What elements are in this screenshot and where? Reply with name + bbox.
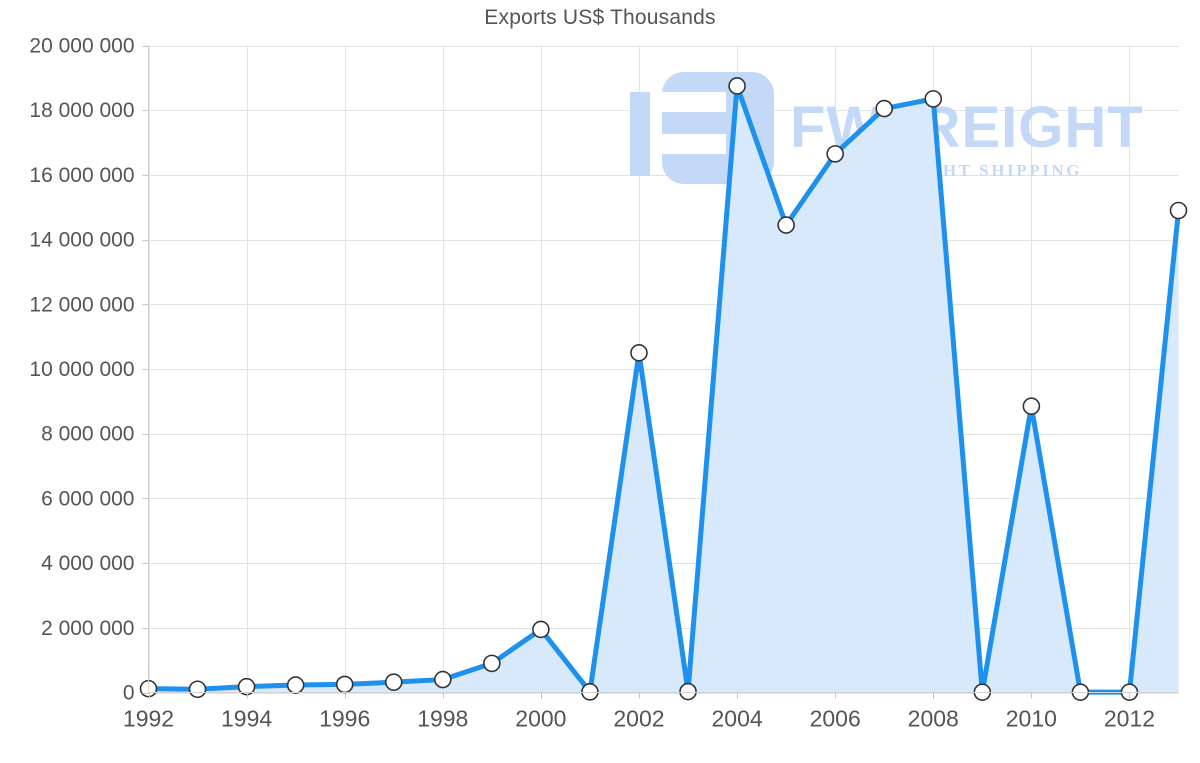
y-axis-tick-label: 14 000 000	[29, 229, 134, 252]
data-point-marker[interactable]	[826, 145, 844, 163]
y-axis-tick-label: 8 000 000	[41, 423, 134, 446]
data-point-marker[interactable]	[483, 654, 501, 673]
x-axis-tick-label: 1998	[417, 706, 468, 732]
series-line	[146, 83, 1181, 695]
data-point-marker[interactable]	[728, 77, 746, 95]
x-axis-tick-label: 2010	[1006, 706, 1057, 732]
data-point-marker[interactable]	[1022, 397, 1041, 416]
data-point-marker[interactable]	[335, 675, 354, 694]
data-point-marker[interactable]	[237, 677, 256, 696]
data-point-marker[interactable]	[286, 676, 305, 694]
data-point-marker[interactable]	[532, 620, 550, 639]
x-axis-tick-label: 2002	[613, 706, 664, 732]
data-point-marker[interactable]	[777, 216, 795, 234]
data-point-marker[interactable]	[188, 680, 207, 699]
data-point-marker[interactable]	[581, 683, 599, 701]
y-axis-tick-label: 4 000 000	[41, 552, 134, 575]
y-axis-tick-label: 20 000 000	[29, 35, 134, 58]
y-axis-tick-label: 18 000 000	[29, 99, 134, 122]
data-point-marker[interactable]	[433, 670, 452, 689]
y-axis-labels-group: 0 2 000 000 4 000 000 6 000 000 8 000 000 10 …	[29, 35, 134, 705]
axis-group	[142, 45, 1179, 699]
x-axis-tick-label: 2006	[810, 706, 861, 732]
data-point-marker[interactable]	[384, 673, 403, 691]
data-point-marker[interactable]	[679, 682, 697, 701]
y-axis-tick-label: 6 000 000	[41, 487, 134, 510]
data-point-marker[interactable]	[875, 99, 894, 118]
x-axis-tick-label: 2012	[1104, 706, 1155, 732]
series-area-fill	[148, 85, 1179, 693]
series-group	[139, 77, 1188, 701]
x-axis-tick-label: 1994	[221, 706, 272, 732]
y-axis-tick-label: 12 000 000	[29, 293, 134, 316]
x-axis-labels-group: 1992 1994 1996 1998 2000 2002 2004 2006 2008 2010…	[123, 706, 1155, 732]
y-axis-tick-label: 10 000 000	[29, 358, 134, 381]
data-point-marker[interactable]	[1169, 201, 1188, 220]
x-axis-tick-label: 2000	[515, 706, 566, 732]
x-axis-tick-label: 2004	[711, 706, 762, 732]
x-axis-tick-label: 2008	[908, 706, 959, 732]
x-axis-tick-label: 1992	[123, 706, 174, 732]
chart-title: Exports US$ Thousands	[484, 6, 716, 29]
y-axis-tick-label: 2 000 000	[41, 617, 134, 640]
y-axis-tick-label: 16 000 000	[29, 164, 134, 187]
data-point-marker[interactable]	[924, 90, 943, 108]
data-point-marker[interactable]	[630, 344, 648, 362]
x-axis-tick-label: 1996	[319, 706, 370, 732]
y-axis-tick-label: 0	[123, 682, 135, 705]
